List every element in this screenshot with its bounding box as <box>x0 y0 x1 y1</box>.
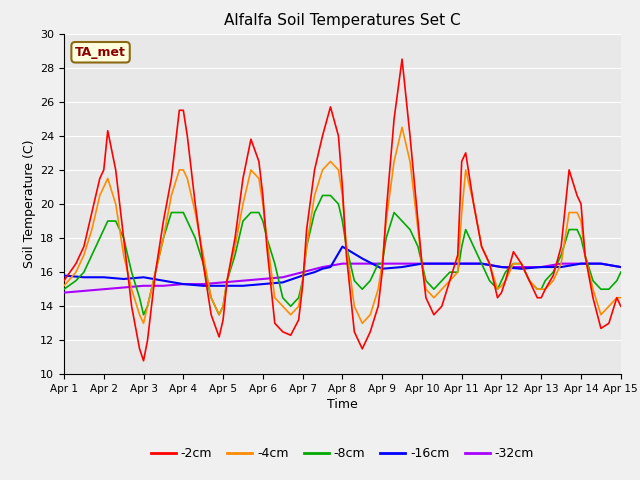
Title: Alfalfa Soil Temperatures Set C: Alfalfa Soil Temperatures Set C <box>224 13 461 28</box>
Y-axis label: Soil Temperature (C): Soil Temperature (C) <box>23 140 36 268</box>
Legend: -2cm, -4cm, -8cm, -16cm, -32cm: -2cm, -4cm, -8cm, -16cm, -32cm <box>146 442 539 465</box>
X-axis label: Time: Time <box>327 398 358 411</box>
Text: TA_met: TA_met <box>75 46 126 59</box>
